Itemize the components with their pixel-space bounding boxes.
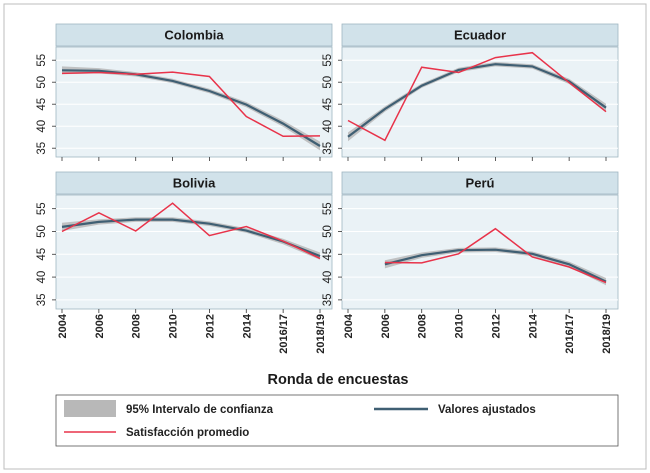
y-tick-label: 40 [322, 271, 334, 284]
y-tick-label: 50 [36, 225, 48, 238]
x-tick-label: 2010 [168, 314, 180, 338]
y-tick-label: 35 [322, 293, 334, 306]
x-tick-label: 2014 [527, 313, 539, 338]
y-tick-label: 55 [36, 202, 48, 215]
legend-observed-label: Satisfacción promedio [126, 427, 249, 439]
x-axis-title: Ronda de encuestas [267, 372, 408, 388]
x-tick-label: 2008 [417, 314, 429, 338]
panel-title: Perú [466, 176, 495, 191]
y-tick-label: 55 [322, 202, 334, 215]
y-tick-label: 50 [322, 76, 334, 89]
panel-header [341, 23, 619, 47]
fitted-line [347, 63, 607, 138]
x-tick-label: 2004 [343, 313, 355, 338]
x-tick-label: 2012 [490, 314, 502, 338]
legend-ci-swatch [64, 400, 116, 417]
ci-band [384, 247, 606, 286]
legend-box [55, 394, 619, 447]
panel-per: Perú 35 40 45 50 55 2004 2006 2008 2010 2012 2014 20… [322, 171, 619, 354]
y-tick-label: 35 [36, 142, 48, 155]
observed-line [61, 202, 321, 260]
y-tick-label: 35 [36, 293, 48, 306]
y-tick-label: 40 [322, 120, 334, 133]
y-tick-label: 40 [36, 271, 48, 284]
figure-border [3, 3, 647, 470]
observed-line [61, 71, 321, 138]
legend-fitted-label: Valores ajustados [438, 404, 536, 416]
panel-colombia: Colombia 35 40 45 50 55 [36, 23, 333, 161]
y-tick-label: 50 [36, 76, 48, 89]
y-tick-label: 55 [36, 54, 48, 67]
x-tick-label: 2018/19 [601, 314, 613, 354]
fitted-line [384, 248, 607, 283]
x-tick-label: 2006 [380, 314, 392, 338]
x-tick-label: 2008 [131, 314, 143, 338]
x-tick-label: 2016/17 [278, 314, 290, 354]
panel-header [55, 171, 333, 195]
observed-line [384, 227, 607, 284]
legend-ci-label: 95% Intervalo de confianza [126, 404, 274, 416]
x-tick-label: 2014 [241, 313, 253, 338]
legend: 95% Intervalo de confianza Valores ajusta… [55, 394, 619, 447]
x-tick-label: 2016/17 [564, 314, 576, 354]
y-tick-label: 45 [322, 98, 334, 111]
y-tick-label: 55 [322, 54, 334, 67]
y-tick-label: 45 [36, 248, 48, 261]
panel-ecuador: Ecuador 35 40 45 50 55 [322, 23, 619, 161]
y-tick-label: 50 [322, 225, 334, 238]
ci-band [348, 62, 606, 142]
y-tick-label: 35 [322, 142, 334, 155]
x-tick-label: 2018/19 [315, 314, 327, 354]
x-tick-label: 2004 [57, 313, 69, 338]
y-tick-label: 45 [36, 98, 48, 111]
panel-header [55, 23, 333, 47]
ci-band [62, 217, 320, 260]
observed-line [347, 51, 607, 142]
x-tick-label: 2006 [94, 314, 106, 338]
plot-area [55, 194, 333, 310]
y-tick-label: 45 [322, 248, 334, 261]
x-tick-label: 2010 [454, 314, 466, 338]
plot-area [55, 46, 333, 158]
panel-title: Ecuador [454, 28, 506, 43]
fitted-line [61, 69, 321, 147]
panel-header [341, 171, 619, 195]
panel-title: Colombia [164, 28, 224, 43]
panel-title: Bolivia [173, 176, 216, 191]
fitted-line [61, 218, 321, 258]
panel-bolivia: Bolivia 35 40 45 50 55 2004 2006 2008 2010 2012 201… [36, 171, 333, 354]
y-tick-label: 40 [36, 120, 48, 133]
x-tick-label: 2012 [204, 314, 216, 338]
